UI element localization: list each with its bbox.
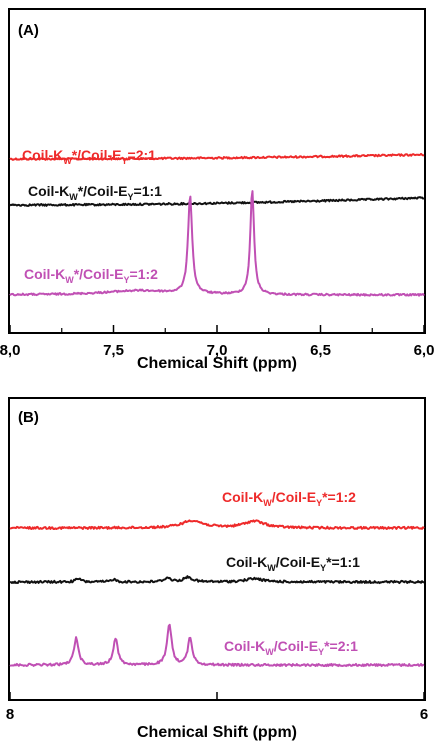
panel-b-xlabel: Chemical Shift (ppm) xyxy=(137,724,297,741)
series-label-a-3: Coil-KW*/Coil-EY=1:2 xyxy=(24,266,158,285)
spectrum-line-1 xyxy=(9,152,425,161)
tick-label: 7,5 xyxy=(103,342,124,359)
series-label-b-1: Coil-KW/Coil-EY*=1:2 xyxy=(222,489,356,508)
panel-b-frame xyxy=(8,397,426,701)
spectrum-line-3 xyxy=(9,623,425,668)
spectrum-line-2 xyxy=(9,196,425,207)
tick-label: 6,5 xyxy=(310,342,331,359)
spectrum-line-3 xyxy=(9,190,425,297)
panel-b-label: (B) xyxy=(18,409,39,426)
panel-a-spectra xyxy=(9,152,425,297)
series-label-a-1: Coil-KW*/Coil-EY=2:1 xyxy=(22,147,156,166)
tick-label: 6,0 xyxy=(414,342,435,359)
series-label-b-3: Coil-KW/Coil-EY*=2:1 xyxy=(224,638,358,657)
tick-label: 8 xyxy=(6,706,14,723)
panel-a: (A) 8,0 7,5 7,0 6,5 6,0 Chemical Shift (ppm)… xyxy=(0,8,434,372)
spectrum-line-1 xyxy=(9,519,425,531)
panel-a-ticks: 8,0 7,5 7,0 6,5 6,0 xyxy=(0,325,434,359)
panel-a-frame xyxy=(8,8,426,334)
panel-a-label: (A) xyxy=(18,22,39,39)
series-label-b-2: Coil-KW/Coil-EY*=1:1 xyxy=(226,554,360,573)
spectrum-line-2 xyxy=(9,575,425,585)
tick-label: 8,0 xyxy=(0,342,20,359)
tick-label: 7,0 xyxy=(207,342,228,359)
tick-label: 6 xyxy=(420,706,428,723)
panel-a-xlabel: Chemical Shift (ppm) xyxy=(137,355,297,372)
series-label-a-2: Coil-KW*/Coil-EY=1:1 xyxy=(28,183,162,202)
panel-b-spectra xyxy=(9,519,425,668)
